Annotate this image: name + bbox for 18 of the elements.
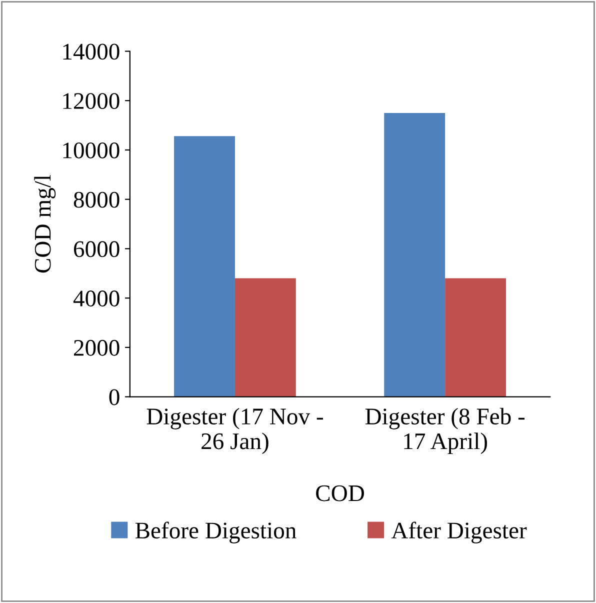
x-axis-title: COD — [316, 485, 364, 502]
y-tick-label: 14000 — [63, 44, 120, 60]
bar — [174, 136, 235, 397]
legend-label: After Digester — [391, 522, 527, 544]
x-tick-label: Digester (8 Feb - 17 April) — [365, 408, 525, 454]
y-tick-label: 4000 — [73, 290, 120, 306]
y-tick-label: 0 — [109, 389, 120, 406]
y-tick-label: 6000 — [74, 241, 120, 258]
y-tick-label: 8000 — [74, 192, 120, 208]
bar — [234, 278, 296, 397]
x-tick-label: Digester (17 Nov - 26 Jan) — [146, 408, 323, 454]
y-tick-label: 2000 — [74, 340, 120, 356]
y-tick-label: 10000 — [63, 142, 120, 158]
y-tick-label: 12000 — [63, 93, 120, 110]
y-axis-title: COD mg/l — [34, 174, 56, 273]
legend-label: Before Digestion — [135, 522, 296, 544]
bar — [384, 112, 446, 397]
bar — [445, 278, 506, 397]
